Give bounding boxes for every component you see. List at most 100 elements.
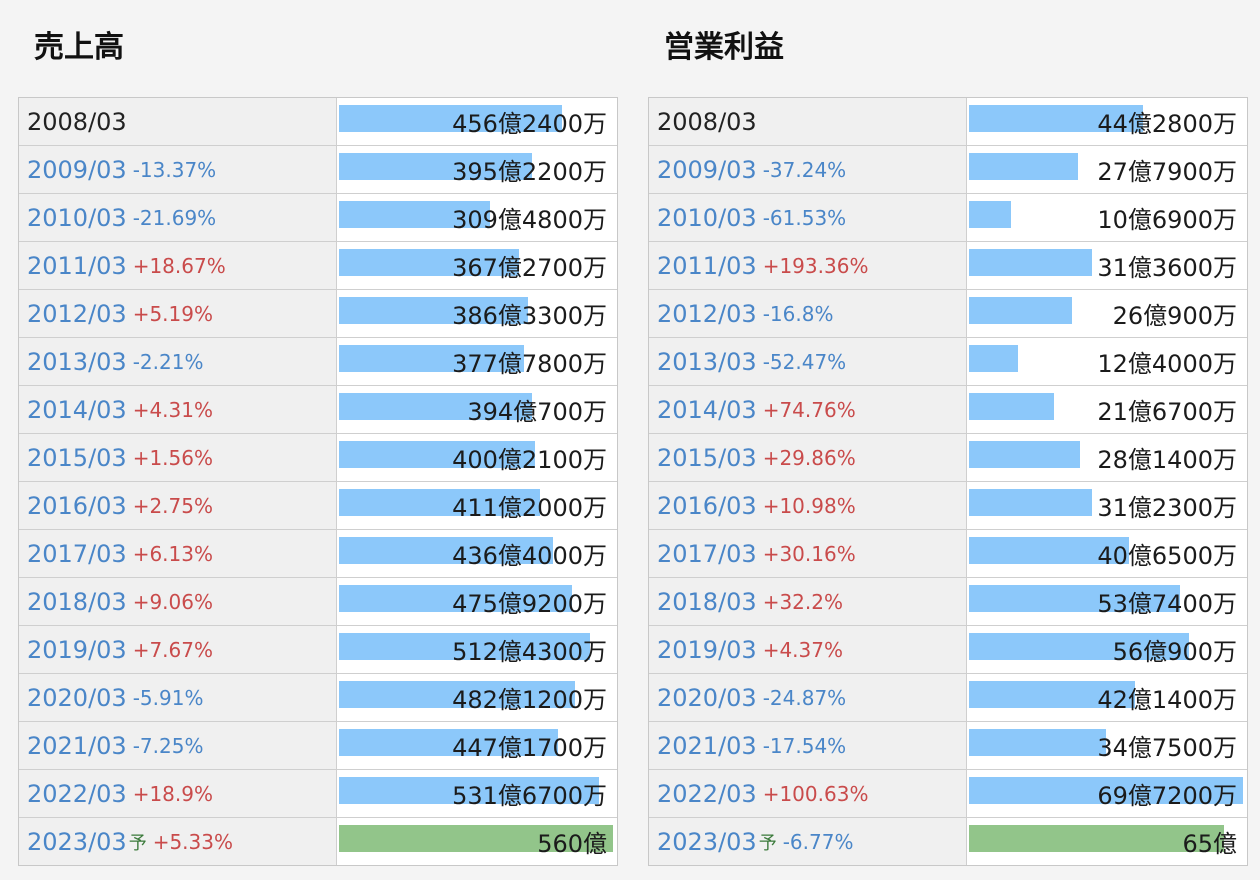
table-row: 2010/03 -21.69% 309億4800万 (19, 194, 617, 242)
fiscal-year-link[interactable]: 2011/03 (27, 251, 127, 280)
yoy-change: -2.21% (132, 349, 204, 374)
yoy-change: -21.69% (132, 205, 217, 230)
yoy-change: +2.75% (132, 493, 213, 518)
year-cell: 2015/03 +29.86% (649, 434, 967, 481)
fiscal-year-link: 2008/03 (27, 107, 127, 136)
table-row: 2012/03 -16.8% 26億900万 (649, 290, 1247, 338)
fiscal-year-link[interactable]: 2020/03 (657, 683, 757, 712)
bar-cell: 34億7500万 (967, 722, 1247, 769)
bar-cell: 42億1400万 (967, 674, 1247, 721)
fiscal-year-link[interactable]: 2012/03 (27, 299, 127, 328)
value-label: 482億1200万 (452, 686, 607, 714)
fiscal-year-link[interactable]: 2009/03 (27, 155, 127, 184)
year-cell: 2022/03 +18.9% (19, 770, 337, 817)
bar-cell: 31億3600万 (967, 242, 1247, 289)
year-cell: 2008/03 (19, 98, 337, 145)
fiscal-year-link[interactable]: 2019/03 (27, 635, 127, 664)
year-cell: 2019/03 +4.37% (649, 626, 967, 673)
year-cell: 2017/03 +30.16% (649, 530, 967, 577)
fiscal-year-link[interactable]: 2009/03 (657, 155, 757, 184)
table-row: 2008/03 456億2400万 (19, 98, 617, 146)
year-cell: 2021/03 -17.54% (649, 722, 967, 769)
bar-cell: 28億1400万 (967, 434, 1247, 481)
bar-cell: 560億 (337, 818, 617, 865)
fiscal-year-link[interactable]: 2017/03 (657, 539, 757, 568)
value-label: 386億3300万 (452, 302, 607, 330)
bar-cell: 56億900万 (967, 626, 1247, 673)
year-cell: 2012/03 +5.19% (19, 290, 337, 337)
year-cell: 2010/03 -21.69% (19, 194, 337, 241)
yoy-change: +5.33% (152, 829, 233, 854)
fiscal-year-link[interactable]: 2022/03 (27, 779, 127, 808)
fiscal-year-link[interactable]: 2022/03 (657, 779, 757, 808)
yoy-change: +29.86% (762, 445, 856, 470)
value-label: 21億6700万 (1097, 398, 1237, 426)
fiscal-year-link[interactable]: 2012/03 (657, 299, 757, 328)
value-label: 31億2300万 (1097, 494, 1237, 522)
forecast-bar (339, 825, 613, 852)
fiscal-year-link[interactable]: 2018/03 (657, 587, 757, 616)
fiscal-year-link[interactable]: 2021/03 (27, 731, 127, 760)
fiscal-year-link[interactable]: 2010/03 (27, 203, 127, 232)
fiscal-year-link[interactable]: 2018/03 (27, 587, 127, 616)
value-bar (969, 441, 1080, 468)
year-cell: 2022/03 +100.63% (649, 770, 967, 817)
value-label: 31億3600万 (1097, 254, 1237, 282)
value-bar (969, 681, 1135, 708)
fiscal-year-link[interactable]: 2015/03 (657, 443, 757, 472)
fiscal-year-link[interactable]: 2017/03 (27, 539, 127, 568)
year-cell: 2012/03 -16.8% (649, 290, 967, 337)
value-bar (969, 585, 1180, 612)
fiscal-year-link[interactable]: 2013/03 (27, 347, 127, 376)
fiscal-year-link[interactable]: 2019/03 (657, 635, 757, 664)
table-row: 2023/03 予 -6.77% 65億 (649, 818, 1247, 865)
bar-cell: 53億7400万 (967, 578, 1247, 625)
fiscal-year-link[interactable]: 2023/03 (27, 827, 127, 856)
fiscal-year-link[interactable]: 2013/03 (657, 347, 757, 376)
value-bar (969, 201, 1011, 228)
fiscal-year-link[interactable]: 2015/03 (27, 443, 127, 472)
sales-table: 2008/03 456億2400万 2009/03 -13.37% 395億2200万 2… (18, 97, 618, 866)
table-row: 2018/03 +32.2% 53億7400万 (649, 578, 1247, 626)
yoy-change: +32.2% (762, 589, 843, 614)
yoy-change: +5.19% (132, 301, 213, 326)
table-row: 2014/03 +74.76% 21億6700万 (649, 386, 1247, 434)
value-label: 531億6700万 (452, 782, 607, 810)
value-bar (969, 633, 1189, 660)
fiscal-year-link[interactable]: 2014/03 (27, 395, 127, 424)
yoy-change: +18.9% (132, 781, 213, 806)
value-label: 40億6500万 (1097, 542, 1237, 570)
fiscal-year-link[interactable]: 2021/03 (657, 731, 757, 760)
year-cell: 2017/03 +6.13% (19, 530, 337, 577)
year-cell: 2016/03 +10.98% (649, 482, 967, 529)
value-bar (339, 537, 553, 564)
bar-cell: 309億4800万 (337, 194, 617, 241)
fiscal-year-link[interactable]: 2016/03 (27, 491, 127, 520)
bar-cell: 40億6500万 (967, 530, 1247, 577)
bar-cell: 456億2400万 (337, 98, 617, 145)
value-label: 65億 (1182, 830, 1237, 858)
bar-cell: 12億4000万 (967, 338, 1247, 385)
fiscal-year-link[interactable]: 2010/03 (657, 203, 757, 232)
value-label: 411億2000万 (452, 494, 607, 522)
table-row: 2022/03 +18.9% 531億6700万 (19, 770, 617, 818)
forecast-marker: 予 (758, 832, 777, 854)
value-bar (969, 777, 1243, 804)
yoy-change: +74.76% (762, 397, 856, 422)
yoy-change: -16.8% (762, 301, 834, 326)
value-bar (969, 105, 1143, 132)
year-cell: 2018/03 +9.06% (19, 578, 337, 625)
year-cell: 2019/03 +7.67% (19, 626, 337, 673)
table-row: 2015/03 +1.56% 400億2100万 (19, 434, 617, 482)
value-label: 456億2400万 (452, 110, 607, 138)
fiscal-year-link[interactable]: 2020/03 (27, 683, 127, 712)
fiscal-year-link[interactable]: 2014/03 (657, 395, 757, 424)
table-row: 2022/03 +100.63% 69億7200万 (649, 770, 1247, 818)
table-row: 2020/03 -24.87% 42億1400万 (649, 674, 1247, 722)
value-bar (339, 249, 519, 276)
fiscal-year-link[interactable]: 2016/03 (657, 491, 757, 520)
bar-cell: 21億6700万 (967, 386, 1247, 433)
fiscal-year-link[interactable]: 2023/03 (657, 827, 757, 856)
bar-cell: 26億900万 (967, 290, 1247, 337)
fiscal-year-link[interactable]: 2011/03 (657, 251, 757, 280)
